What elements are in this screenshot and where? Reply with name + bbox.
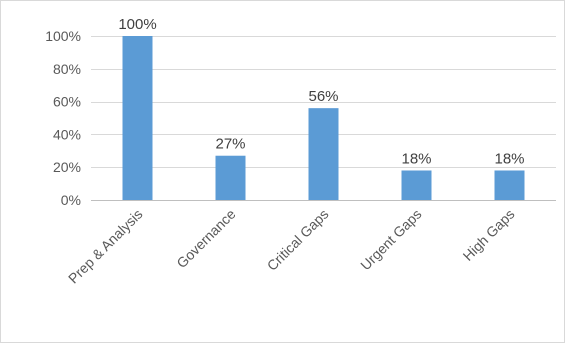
data-label: 56% xyxy=(308,88,338,105)
category-labels: Prep & Analysis Governance Critical Gaps Ur… xyxy=(65,206,518,287)
bar xyxy=(308,108,339,200)
y-tick-label: 80% xyxy=(53,61,81,77)
bar xyxy=(215,155,246,200)
bar xyxy=(401,170,432,200)
bar xyxy=(122,36,153,200)
category-label: Critical Gaps xyxy=(264,206,332,274)
y-tick-label: 20% xyxy=(53,159,81,175)
y-tick-label: 100% xyxy=(45,28,81,44)
bar xyxy=(494,170,525,200)
y-tick-label: 0% xyxy=(61,192,81,208)
category-label: High Gaps xyxy=(460,206,518,264)
y-axis-tick-labels: 0% 20% 40% 60% 80% 100% xyxy=(45,28,81,208)
category-label: Governance xyxy=(173,206,238,271)
data-label: 27% xyxy=(215,136,245,153)
y-tick-label: 60% xyxy=(53,94,81,110)
bars xyxy=(122,36,525,200)
data-label: 18% xyxy=(401,150,431,167)
category-label: Prep & Analysis xyxy=(65,206,146,287)
data-labels: 100% 27% 56% 18% 18% xyxy=(118,16,524,167)
y-tick-label: 40% xyxy=(53,126,81,142)
data-label: 18% xyxy=(494,150,524,167)
category-label: Urgent Gaps xyxy=(357,206,424,273)
data-label: 100% xyxy=(118,16,156,33)
